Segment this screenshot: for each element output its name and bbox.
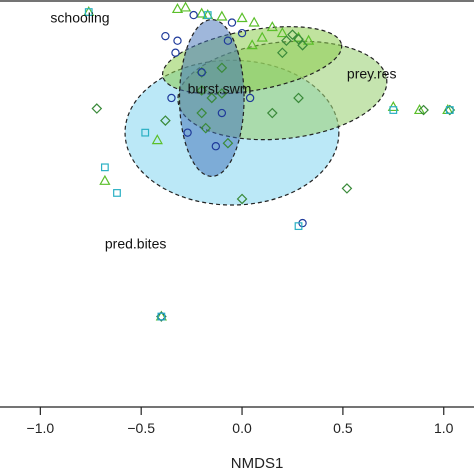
data-point-triangle bbox=[256, 31, 268, 42]
factor-label-layer: schooling prey.res burst.swm pred.bites bbox=[50, 10, 396, 252]
x-tick-label: 0.0 bbox=[232, 420, 252, 436]
data-point-diamond bbox=[418, 104, 429, 116]
data-point-square bbox=[141, 128, 150, 137]
data-point-square bbox=[203, 11, 212, 19]
x-tick-label: 0.5 bbox=[333, 420, 353, 436]
data-point-triangle bbox=[99, 174, 111, 185]
ellipse-layer bbox=[124, 18, 388, 206]
data-point-triangle bbox=[151, 134, 163, 145]
data-point-square bbox=[294, 222, 303, 231]
data-point-diamond bbox=[277, 47, 288, 59]
data-point-square bbox=[445, 106, 454, 114]
factor-label-burst-swm: burst.swm bbox=[188, 80, 252, 96]
data-point-circle bbox=[183, 128, 192, 137]
factor-label-prey-res: prey.res bbox=[347, 65, 397, 81]
data-point-diamond bbox=[297, 39, 308, 51]
data-point-triangle bbox=[248, 16, 260, 27]
data-point-diamond bbox=[222, 137, 234, 149]
ellipse-burst-swm bbox=[178, 18, 245, 177]
data-point-square bbox=[157, 312, 166, 321]
data-point-triangle bbox=[413, 104, 426, 115]
data-point-square bbox=[100, 163, 109, 172]
data-point-circle bbox=[189, 10, 198, 20]
data-point-triangle bbox=[216, 10, 228, 21]
data-point-circle bbox=[211, 142, 221, 151]
data-point-triangle bbox=[171, 3, 184, 14]
data-point-triangle bbox=[266, 21, 278, 32]
factor-label-pred-bites: pred.bites bbox=[105, 236, 166, 252]
x-tick-label: −0.5 bbox=[127, 420, 155, 436]
x-tick-layer: −1.0 −0.5 0.0 0.5 1.0 bbox=[27, 407, 454, 436]
data-point-diamond bbox=[287, 29, 298, 41]
data-point-triangle bbox=[276, 27, 289, 38]
x-axis-title: NMDS1 bbox=[231, 455, 284, 472]
data-point-diamond bbox=[293, 92, 304, 104]
data-point-diamond bbox=[281, 35, 292, 47]
x-tick-label: −1.0 bbox=[27, 420, 55, 436]
data-point-triangle bbox=[246, 39, 258, 50]
data-point-circle bbox=[227, 18, 237, 27]
data-point-square bbox=[113, 189, 121, 197]
point-layer bbox=[83, 1, 456, 322]
data-point-circle bbox=[223, 36, 233, 45]
data-point-diamond bbox=[196, 85, 208, 96]
x-tick-label: 1.0 bbox=[434, 420, 454, 436]
data-point-diamond bbox=[341, 183, 353, 194]
data-point-diamond bbox=[293, 33, 304, 45]
data-point-diamond bbox=[160, 115, 171, 126]
factor-label-schooling: schooling bbox=[50, 10, 109, 26]
data-point-diamond bbox=[236, 193, 248, 205]
data-point-diamond bbox=[200, 122, 212, 134]
data-point-triangle bbox=[302, 34, 315, 45]
data-point-triangle bbox=[236, 12, 248, 23]
data-point-circle bbox=[171, 48, 180, 57]
data-point-square bbox=[389, 106, 398, 114]
data-point-diamond bbox=[216, 88, 228, 99]
data-point-square bbox=[84, 8, 93, 16]
data-point-circle bbox=[167, 93, 176, 103]
data-point-diamond bbox=[216, 62, 228, 74]
data-point-circle bbox=[245, 93, 255, 103]
data-point-circle bbox=[197, 68, 206, 77]
data-point-diamond bbox=[266, 107, 278, 119]
data-point-circle bbox=[173, 36, 182, 45]
data-point-triangle bbox=[179, 1, 192, 12]
data-point-diamond bbox=[196, 107, 208, 119]
data-point-circle bbox=[217, 108, 227, 118]
data-point-diamond bbox=[206, 92, 218, 104]
data-point-circle bbox=[237, 28, 247, 38]
data-point-circle bbox=[161, 31, 170, 41]
data-point-diamond bbox=[91, 103, 103, 114]
